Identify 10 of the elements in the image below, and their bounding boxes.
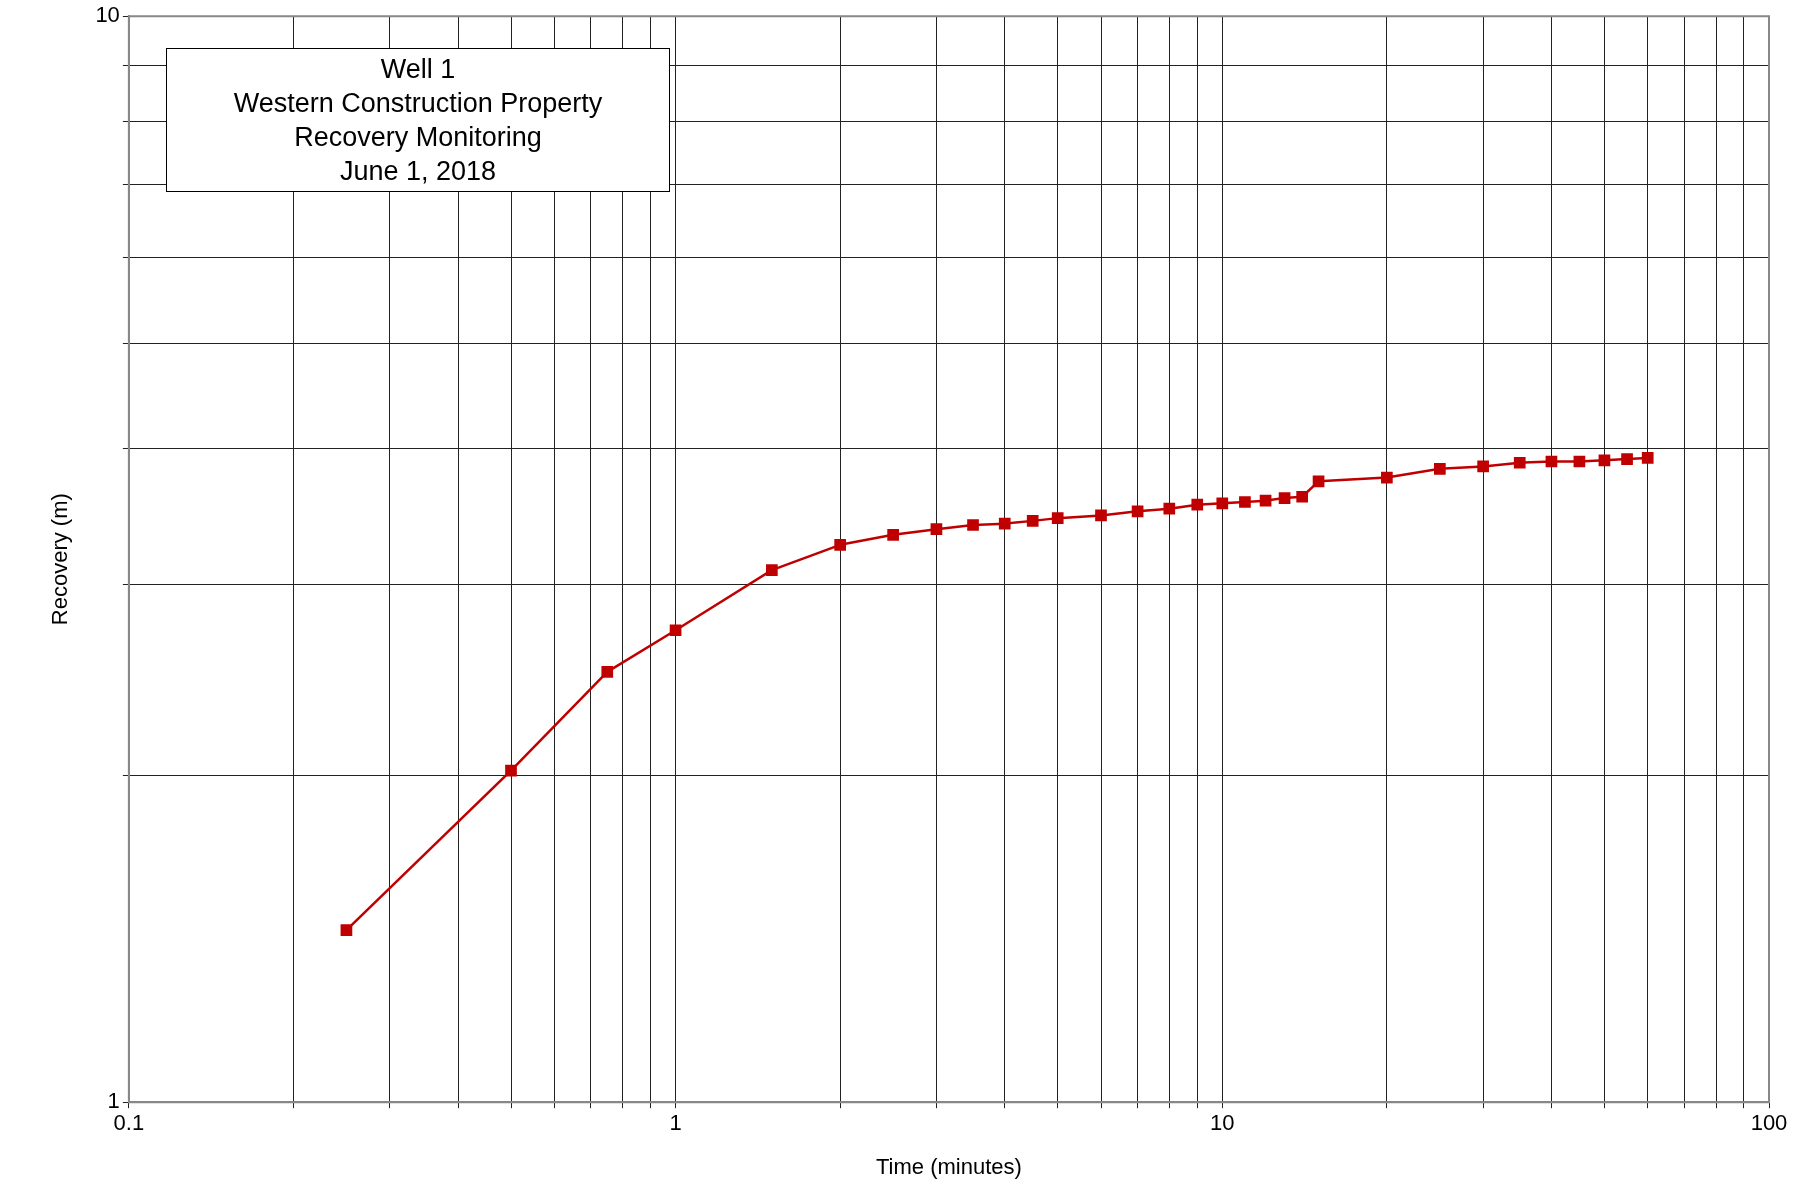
x-tick-label: 0.1 <box>113 1110 145 1136</box>
x-axis-title: Time (minutes) <box>876 1153 1022 1179</box>
x-tick-label: 10 <box>1210 1110 1235 1136</box>
annotation: Western Construction Property <box>232 87 604 120</box>
y-axis-title: Recovery (m) <box>47 493 73 626</box>
x-tick-label: 1 <box>669 1110 682 1136</box>
x-tick-label: 100 <box>1750 1110 1788 1136</box>
annotation: Recovery Monitoring <box>293 121 543 154</box>
annotation: Well 1 <box>379 53 457 86</box>
annotation: June 1, 2018 <box>338 155 498 188</box>
